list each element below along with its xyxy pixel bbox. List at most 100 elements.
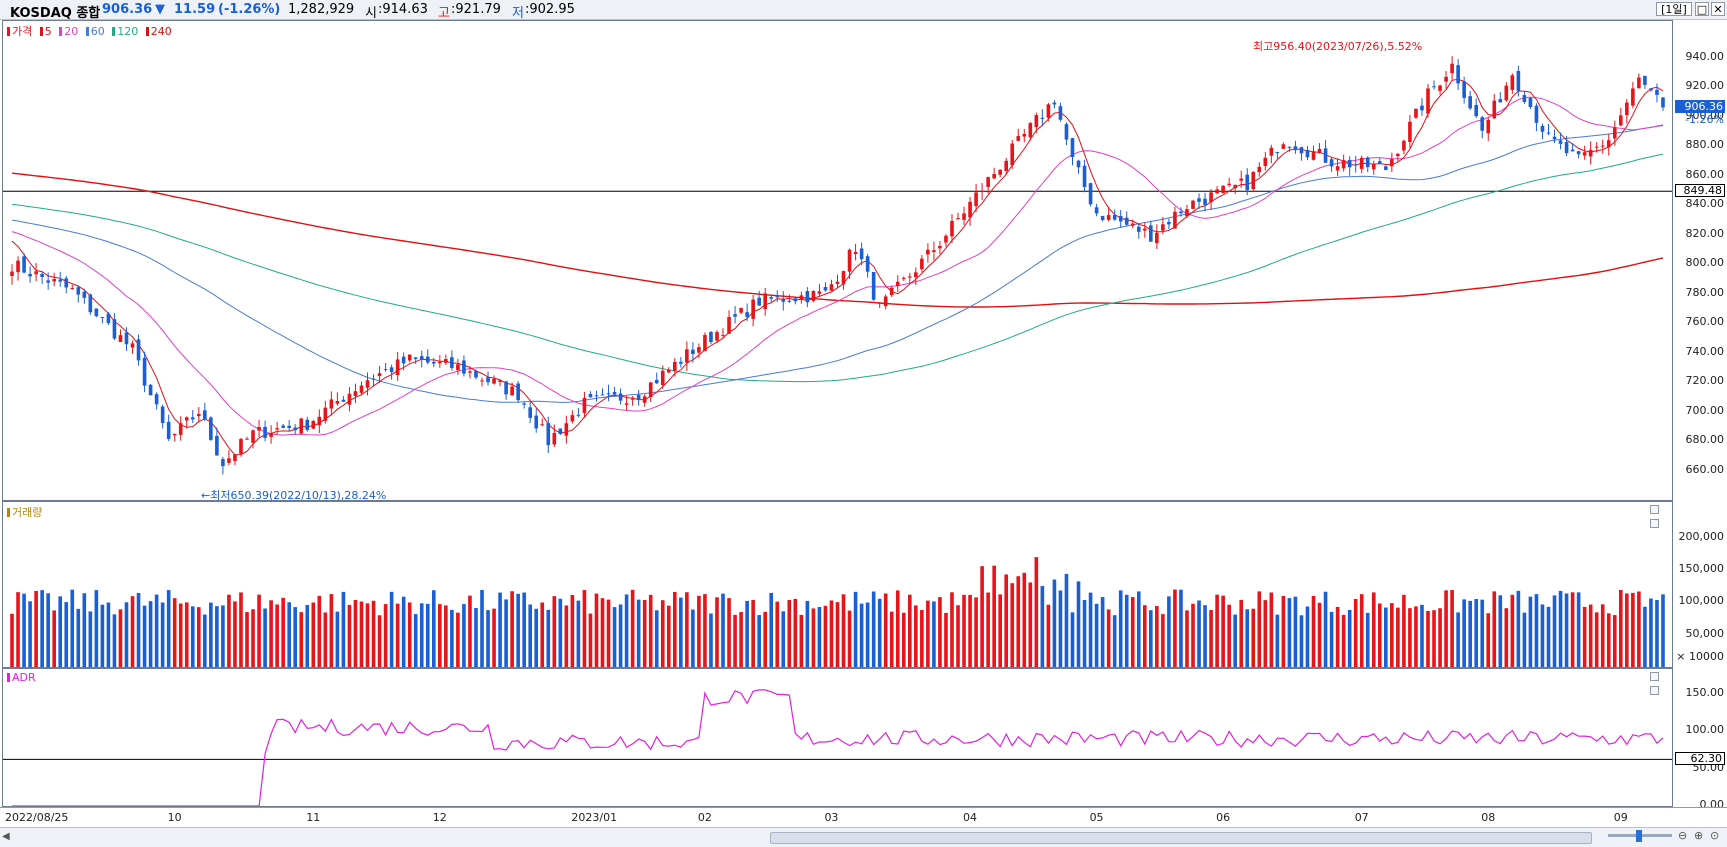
candle [1251, 171, 1256, 190]
candle [22, 256, 26, 273]
volume-chart[interactable] [3, 502, 1672, 667]
x-tick-label: 06 [1216, 811, 1231, 824]
volume-bar [160, 602, 165, 667]
candle [679, 361, 683, 364]
volume-bar [703, 594, 707, 667]
candle [1028, 123, 1033, 138]
adr-tick-label: 100.00 [1685, 723, 1725, 737]
volume-bar [1486, 613, 1491, 667]
volume-bar [221, 605, 225, 667]
volume-bar [1016, 576, 1021, 667]
candle [1058, 106, 1063, 120]
candle [419, 356, 424, 360]
candle [28, 273, 32, 277]
candle [1390, 159, 1394, 167]
volume-bar [311, 602, 316, 667]
candle [1504, 85, 1509, 101]
down-arrow-icon: ▼ [155, 2, 165, 17]
candle [1438, 85, 1442, 91]
volume-panel[interactable]: 거래량 [2, 501, 1673, 668]
candle [1257, 166, 1262, 173]
candle [1136, 226, 1141, 232]
volume-bar [546, 609, 551, 667]
volume-bar [564, 605, 569, 667]
candle [305, 419, 310, 430]
candle [1462, 81, 1466, 98]
period-button[interactable]: [1일] [1656, 2, 1692, 16]
volume-bar [1004, 574, 1009, 667]
restore-icon[interactable]: □ [1695, 2, 1709, 16]
legend-ma5: 5 [44, 25, 52, 38]
close-icon[interactable] [1650, 519, 1659, 528]
candle [359, 385, 364, 393]
scrollbar-thumb[interactable] [770, 832, 1592, 844]
volume-bar [389, 591, 394, 667]
volume-bar [142, 605, 147, 667]
candle [1606, 140, 1611, 148]
candle [1221, 185, 1225, 194]
volume-bar [1353, 598, 1358, 667]
adr-panel-buttons[interactable] [1648, 670, 1668, 695]
candle [1588, 149, 1593, 157]
candle [642, 396, 647, 403]
volume-tick-label: 100,000 [1678, 594, 1725, 608]
candle [1124, 217, 1129, 225]
candle [1269, 147, 1274, 156]
candle [40, 274, 44, 277]
candle [1655, 89, 1659, 95]
volume-bar [986, 592, 990, 667]
volume-bar [1468, 600, 1472, 667]
candle [1492, 100, 1497, 119]
candle [805, 291, 810, 303]
legend-marker-adr [7, 673, 10, 682]
volume-bar [1317, 602, 1322, 667]
zoom-in-icon[interactable]: ⊕ [1694, 829, 1704, 842]
candle [329, 399, 334, 409]
adr-chart[interactable] [3, 669, 1672, 806]
candle [142, 357, 147, 386]
candle [203, 410, 207, 420]
volume-bar [257, 594, 261, 667]
volume-bar [847, 610, 852, 667]
close-icon[interactable]: ✕ [1711, 2, 1725, 16]
candle [1456, 65, 1460, 84]
adr-panel[interactable]: ADR [2, 668, 1673, 807]
candle [691, 349, 695, 355]
volume-bar [793, 598, 798, 667]
zoom-out-icon[interactable]: ⊖ [1678, 829, 1688, 842]
volume-bar [203, 614, 207, 667]
candle [46, 280, 50, 283]
bottom-scrollbar[interactable]: ◀ ⊖ ⊕ ⊙ [0, 827, 1727, 847]
zoom-fit-icon[interactable]: ⊙ [1710, 829, 1720, 842]
volume-bar [1582, 606, 1587, 667]
candle [865, 256, 870, 272]
maximize-icon[interactable] [1650, 505, 1659, 514]
candle [1619, 115, 1623, 126]
volume-bar [1299, 615, 1304, 667]
price-panel[interactable]: 가격 5 20 60 120 240 최고956.40(2023/07/26),… [2, 20, 1673, 502]
zoom-slider-handle[interactable] [1636, 830, 1642, 842]
candle [847, 249, 852, 272]
maximize-icon[interactable] [1650, 672, 1659, 681]
volume-bar [1191, 603, 1195, 667]
volume-bar [859, 603, 864, 667]
candle [160, 406, 165, 424]
scroll-left-icon[interactable]: ◀ [2, 831, 10, 842]
volume-bar [371, 600, 376, 667]
candle [190, 417, 195, 420]
candle [1600, 145, 1605, 147]
volume-bar [685, 592, 689, 667]
candle [618, 393, 623, 401]
price-chart[interactable] [3, 21, 1672, 500]
volume-panel-buttons[interactable] [1648, 503, 1668, 528]
volume-bar [1384, 607, 1388, 667]
candle [745, 312, 749, 317]
candle [1408, 121, 1412, 142]
candle [1558, 140, 1563, 144]
volume-bar [1637, 591, 1641, 667]
close-icon[interactable] [1650, 686, 1659, 695]
volume-bar [166, 590, 171, 667]
symbol-name[interactable]: KOSDAQ 종합 [10, 6, 101, 21]
candle [124, 332, 129, 345]
volume-bar [1516, 590, 1521, 667]
